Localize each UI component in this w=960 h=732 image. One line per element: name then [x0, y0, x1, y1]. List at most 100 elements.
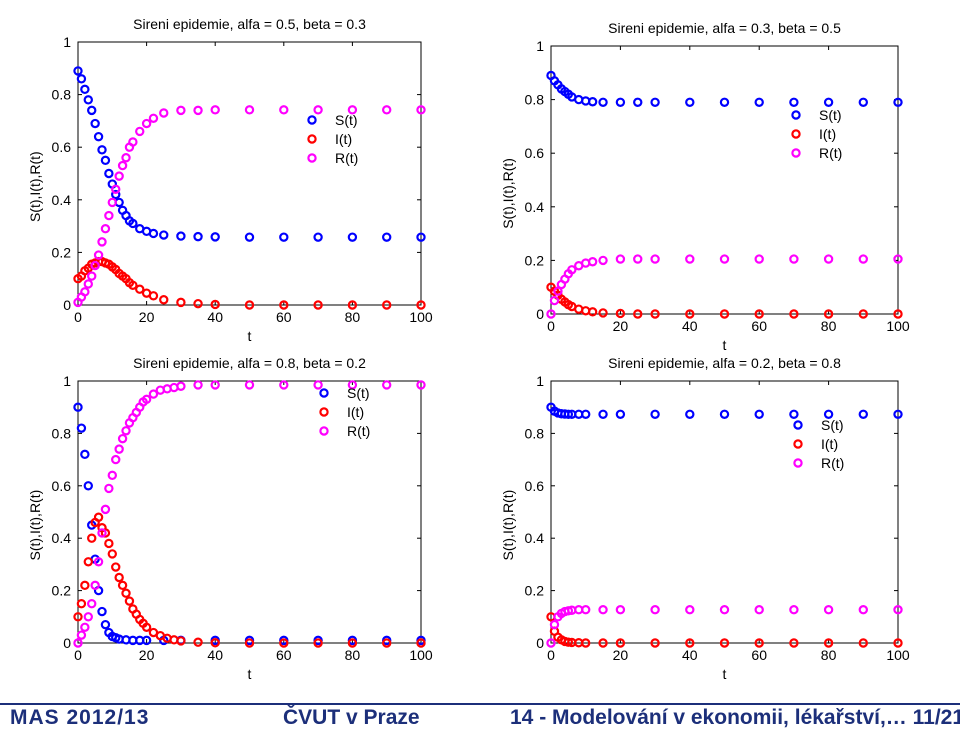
- x-tick-label: 0: [547, 647, 555, 663]
- data-point: [111, 454, 121, 465]
- series-st: [546, 402, 903, 419]
- data-point: [93, 131, 104, 142]
- footer-divider: [0, 703, 960, 705]
- data-point: [754, 97, 764, 107]
- x-tick-label: 40: [682, 647, 698, 663]
- legend-marker: [793, 439, 803, 449]
- data-point: [719, 605, 730, 615]
- data-point: [83, 279, 93, 289]
- data-point: [893, 254, 903, 264]
- series-rt: [546, 254, 903, 319]
- data-point: [244, 105, 255, 115]
- y-axis-label: S(t),I(t),R(t): [500, 490, 516, 561]
- data-point: [893, 638, 903, 648]
- data-point: [159, 295, 169, 305]
- chart-panel-1: 0 20 40 60 80 100 0 0.2 0.4 0.6 0.8 1 Sireni epidemi…: [27, 16, 433, 344]
- data-point: [121, 588, 131, 598]
- data-point: [73, 638, 83, 648]
- data-point: [615, 409, 626, 419]
- data-point: [90, 118, 100, 129]
- x-tick-label: 80: [345, 309, 361, 325]
- data-point: [193, 298, 203, 309]
- data-point: [615, 638, 626, 648]
- data-point: [858, 254, 869, 264]
- y-tick-label: 0.4: [52, 530, 72, 546]
- data-point: [104, 538, 114, 549]
- data-point: [598, 638, 608, 648]
- data-point: [587, 307, 598, 317]
- x-tick-label: 60: [751, 318, 767, 334]
- data-point: [193, 231, 203, 242]
- data-point: [83, 612, 93, 622]
- data-point: [210, 232, 220, 242]
- data-point: [76, 74, 87, 84]
- y-tick-label: 0.6: [52, 478, 72, 494]
- data-point: [313, 300, 323, 310]
- data-point: [823, 409, 834, 419]
- data-point: [141, 118, 152, 129]
- data-point: [382, 105, 392, 115]
- series-st: [546, 70, 903, 107]
- y-axis-label: S(t),I(t),R(t): [500, 158, 516, 229]
- data-point: [76, 630, 87, 640]
- data-point: [858, 638, 869, 648]
- data-point: [650, 605, 660, 615]
- data-point: [598, 255, 608, 266]
- footer-lecture-title: 14 - Modelování v ekonomii, lékařství,… …: [510, 706, 960, 729]
- data-point: [416, 232, 426, 242]
- y-tick-label: 1: [63, 373, 71, 389]
- data-point: [159, 108, 169, 118]
- x-tick-label: 100: [886, 318, 910, 334]
- data-point: [685, 97, 695, 107]
- data-point: [100, 155, 111, 166]
- data-point: [754, 309, 764, 319]
- y-tick-label: 0: [536, 635, 544, 651]
- data-point: [382, 300, 392, 310]
- data-point: [754, 254, 764, 264]
- data-point: [567, 265, 577, 275]
- data-point: [789, 309, 799, 319]
- data-point: [148, 228, 159, 239]
- data-point: [128, 280, 138, 290]
- data-point: [73, 402, 83, 412]
- data-point: [347, 232, 358, 242]
- legend-label: R(t): [335, 150, 358, 166]
- data-point: [148, 113, 159, 123]
- y-tick-label: 0.4: [52, 192, 72, 208]
- data-point: [563, 637, 574, 647]
- x-tick-label: 60: [276, 647, 292, 663]
- data-point: [117, 433, 128, 444]
- data-point: [581, 409, 591, 419]
- data-point: [121, 153, 131, 163]
- legend-label: S(t): [335, 112, 358, 128]
- data-point: [73, 66, 83, 76]
- legend-label: R(t): [821, 455, 844, 471]
- data-point: [549, 295, 560, 306]
- x-tick-label: 60: [751, 647, 767, 663]
- legend-marker: [791, 129, 801, 139]
- data-point: [598, 409, 608, 419]
- data-point: [73, 612, 83, 622]
- x-tick-label: 100: [886, 647, 910, 663]
- data-point: [80, 580, 90, 591]
- data-point: [858, 309, 869, 319]
- data-point: [128, 218, 138, 229]
- data-point: [111, 184, 121, 194]
- data-point: [719, 409, 730, 419]
- data-point: [650, 309, 660, 319]
- series-rt: [73, 380, 426, 648]
- data-point: [80, 84, 90, 95]
- data-point: [313, 232, 323, 242]
- data-point: [719, 638, 730, 648]
- data-point: [279, 638, 289, 648]
- data-point: [93, 557, 104, 567]
- data-point: [382, 380, 392, 390]
- y-tick-label: 0.6: [525, 478, 545, 494]
- data-point: [549, 619, 560, 630]
- data-point: [416, 300, 426, 310]
- data-point: [83, 95, 93, 105]
- data-point: [587, 97, 598, 107]
- data-point: [823, 638, 834, 648]
- data-point: [244, 638, 255, 648]
- data-point: [210, 299, 220, 310]
